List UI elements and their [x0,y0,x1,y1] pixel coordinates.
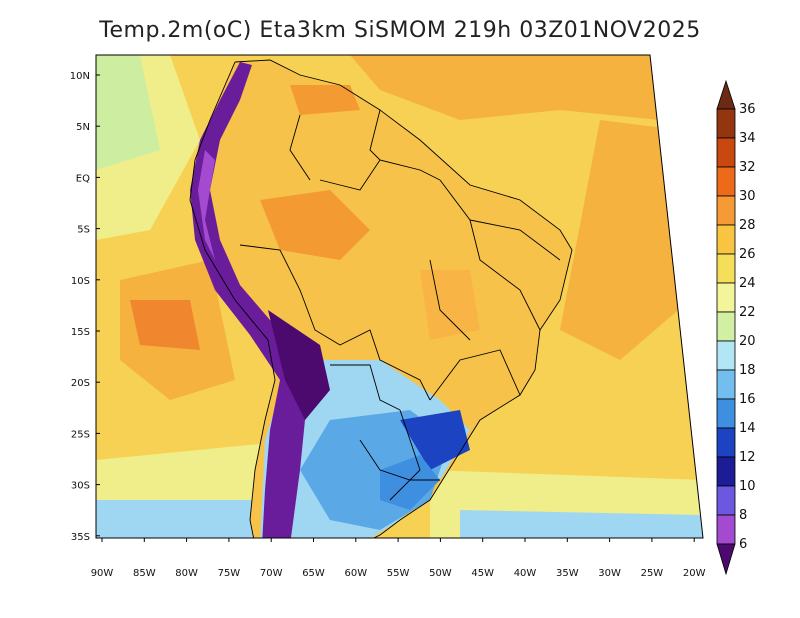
lon-label: 45W [471,568,494,579]
lon-label: 30W [598,568,621,579]
colorbar-label: 20 [739,334,756,349]
colorbar-label: 14 [739,421,756,436]
country-borders [189,59,573,538]
lat-label: 5N [76,122,90,133]
colorbar-segment [716,456,736,487]
lat-label: 35S [71,532,90,543]
colorbar-label: 16 [739,392,756,407]
atlantic-warm [560,120,690,360]
lat-label: 20S [71,378,90,389]
lat-label: 30S [71,481,90,492]
lon-label: 20W [683,568,706,579]
lon-label: 80W [175,568,198,579]
colorbar-label: 10 [739,479,756,494]
andes-north-band [198,150,215,260]
colorbar-label: 6 [739,537,747,552]
lat-label: 15S [71,327,90,338]
colorbar-segment [716,137,736,168]
lat-label: 10S [71,276,90,287]
lon-label: 50W [429,568,452,579]
land-hot-amazon [260,190,370,260]
colorbar-segment [716,108,736,139]
lon-label: 40W [514,568,537,579]
colorbar-label: 26 [739,247,756,262]
longitude-axis: 90W 85W 80W 75W 70W 65W 60W 55W 50W 45W 40W 35W 30W 2… [91,538,706,579]
map-title: Temp.2m(oC) Eta3km SiSMOM 219h 03Z01NOV2… [99,18,701,43]
lon-label: 55W [387,568,410,579]
colorbar-segment [716,253,736,284]
lon-label: 25W [641,568,664,579]
colorbar-segment [716,282,736,313]
colorbar-segment [716,224,736,255]
ocean-warm-north [350,55,660,120]
andes-cold-ridge [190,62,320,538]
colorbar-segment [716,398,736,429]
land-warm-central [420,270,480,340]
colorbar-label: 22 [739,305,756,320]
colorbar: 36 34 32 30 28 26 24 22 20 18 16 14 12 10 8 6 [716,79,756,576]
colorbar-segment [716,195,736,226]
lon-label: 70W [260,568,283,579]
lon-label: 90W [91,568,114,579]
colorbar-segment [716,485,736,516]
lat-label: 10N [70,71,90,82]
colorbar-label: 36 [739,102,756,117]
lat-label: 5S [77,225,90,236]
map-frame [95,54,704,539]
south-atlantic-cold [460,510,703,538]
colorbar-segment [716,340,736,371]
lon-label: 65W [302,568,325,579]
lat-label: EQ [76,173,90,184]
colorbar-label: 24 [739,276,756,291]
colorbar-bottom-arrow [716,543,736,576]
colorbar-label: 32 [739,160,756,175]
colorbar-top-arrow [716,79,736,110]
lon-label: 60W [344,568,367,579]
colorbar-label: 12 [739,450,756,465]
pacific-hot [130,300,200,350]
land-coldest-highlands [400,410,470,470]
land-hot-venezuela [290,85,360,115]
land-cold-uruguay [380,455,440,510]
latitude-axis: 10N 5N EQ 5S 10S 15S 20S 25S 30S 35S [70,71,100,543]
colorbar-label: 18 [739,363,756,378]
colorbar-segment [716,166,736,197]
colorbar-segment [716,514,736,545]
colorbar-label: 30 [739,189,756,204]
lon-label: 35W [556,568,579,579]
lon-label: 85W [133,568,156,579]
south-pacific-cold [96,500,270,538]
pacific-green [96,55,160,170]
lat-label: 25S [71,429,90,440]
altiplano-coldest [268,310,330,420]
colorbar-label: 8 [739,508,747,523]
colorbar-label: 34 [739,131,756,146]
temperature-field [96,55,703,538]
lon-label: 75W [218,568,241,579]
colorbar-segment [716,427,736,458]
colorbar-label: 28 [739,218,756,233]
colorbar-segment [716,369,736,400]
colorbar-segment [716,311,736,342]
